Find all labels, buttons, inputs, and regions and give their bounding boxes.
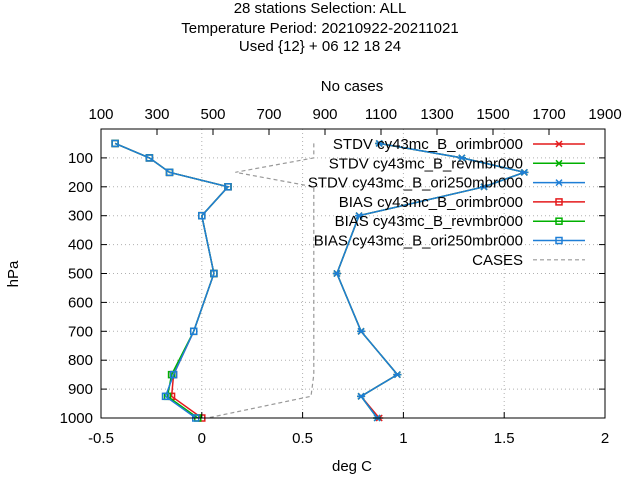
legend-label: BIAS cy43mc_B_revmbr000 (335, 213, 523, 230)
data-point (198, 211, 206, 220)
legend-label: BIAS cy43mc_B_orimbr000 (339, 194, 523, 211)
y-tick-label: 500 (68, 266, 93, 283)
y-tick-label: 200 (68, 179, 93, 196)
data-point (189, 327, 198, 336)
data-point (224, 183, 232, 191)
x2-tick-label: 500 (200, 106, 225, 123)
x-tick-label: 1 (399, 430, 407, 447)
legend-swatch-marker (555, 159, 563, 167)
title-line-2: Temperature Period: 20210922-20211021 (181, 20, 458, 37)
y-tick-label: 800 (68, 352, 93, 369)
x2-tick-label: 1500 (476, 106, 509, 123)
legend-label: STDV cy43mc_B_orimbr000 (333, 136, 523, 153)
data-point (457, 154, 466, 162)
series-line-2 (336, 142, 528, 419)
x2-tick-label: 300 (144, 106, 169, 123)
series-line-6 (207, 143, 315, 419)
legend-swatch-marker (555, 217, 563, 225)
y-tick-label: 300 (68, 208, 93, 225)
x2-axis-label: No cases (321, 78, 384, 95)
legend-swatch-marker (555, 179, 563, 187)
legend-label: STDV cy43mc_B_revmbr000 (329, 155, 523, 172)
title-line-1: 28 stations Selection: ALL (234, 0, 407, 17)
legend-swatch-marker (555, 140, 563, 148)
data-point (357, 392, 366, 400)
x2-tick-label: 1300 (420, 106, 453, 123)
data-point (111, 139, 119, 148)
y-tick-label: 900 (68, 381, 93, 398)
y-tick-label: 100 (68, 150, 93, 167)
y-tick-label: 600 (68, 294, 93, 311)
title: 28 stations Selection: ALL Temperature P… (181, 0, 458, 55)
legend-label: CASES (472, 252, 523, 269)
x-tick-label: 0.5 (292, 430, 313, 447)
data-point (520, 168, 529, 176)
x-tick-label: 0 (198, 430, 206, 447)
data-point (332, 269, 341, 278)
x2-tick-label: 100 (88, 106, 113, 123)
data-point (210, 269, 218, 278)
data-point (355, 212, 364, 220)
x2-tick-label: 900 (312, 106, 337, 123)
x-tick-label: -0.5 (88, 430, 114, 447)
x2-tick-label: 700 (256, 106, 281, 123)
data-point (480, 183, 489, 191)
cases-line-layer (207, 143, 315, 419)
title-line-3: Used {12} + 06 12 18 24 (239, 38, 401, 55)
x-tick-label: 1.5 (494, 430, 515, 447)
data-point (393, 371, 402, 379)
y-tick-label: 700 (68, 323, 93, 340)
y-tick-label: 400 (68, 237, 93, 254)
series-line-5 (114, 142, 230, 419)
legend-swatch-marker (555, 236, 563, 245)
legend: STDV cy43mc_B_orimbr000 STDV cy43mc_B_rev… (308, 136, 585, 269)
legend-label: STDV cy43mc_B_ori250mbr000 (308, 175, 523, 192)
grid (101, 129, 605, 418)
data-point (375, 139, 384, 147)
y-tick-label: 1000 (60, 410, 93, 427)
x2-tick-label: 1700 (532, 106, 565, 123)
y-axis-label: hPa (5, 260, 22, 287)
axis-ticks: -0.5 0 0.5 1 1.5 2 100 300 500 700 900 1100 1300 1500… (60, 106, 622, 447)
data-point (169, 370, 178, 379)
legend-swatch-marker (555, 198, 563, 206)
data-point (357, 327, 366, 335)
data-point (161, 392, 170, 401)
x-tick-label: 2 (601, 430, 609, 447)
x-axis-label: deg C (332, 458, 372, 475)
x2-tick-label: 1900 (588, 106, 621, 123)
data-point (145, 154, 154, 162)
legend-label: BIAS cy43mc_B_ori250mbr000 (314, 233, 523, 250)
x2-tick-label: 1100 (365, 106, 397, 123)
data-point (165, 168, 174, 177)
